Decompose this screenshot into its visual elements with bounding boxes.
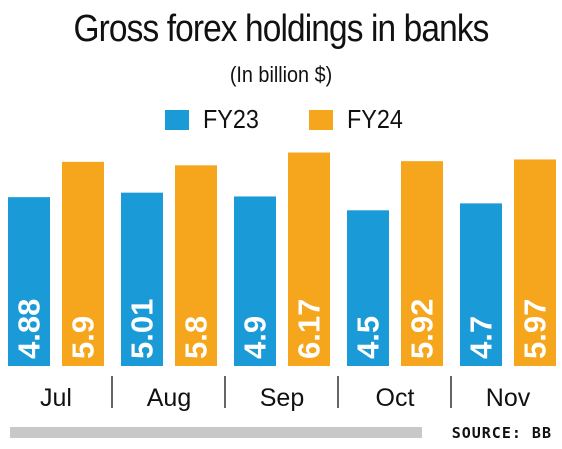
x-tick-label-nov: Nov (486, 384, 531, 412)
bar-value-label: 5.97 (518, 299, 553, 359)
bar-fy23-sep (234, 196, 276, 366)
bar-fy23-oct (347, 210, 389, 366)
bar-fy24-nov (514, 159, 556, 366)
bar-value-label: 4.7 (464, 316, 499, 359)
bar-fy23-jul (8, 197, 50, 366)
bar-value-label: 6.17 (292, 299, 327, 359)
legend-swatch-fy23 (165, 110, 189, 130)
bar-fy23-aug (121, 192, 163, 366)
bar-value-label: 5.92 (405, 299, 440, 359)
chart-subtitle: (In billion $) (229, 62, 333, 87)
bar-value-label: 4.88 (12, 299, 47, 359)
chart-title: Gross forex holdings in banks (73, 8, 489, 50)
bar-fy24-sep (288, 152, 330, 366)
bar-value-label: 5.9 (66, 316, 101, 359)
x-tick-label-oct: Oct (376, 384, 415, 412)
bar-value-label: 5.8 (179, 316, 214, 359)
bar-fy24-oct (401, 161, 443, 366)
legend-label-fy24: FY24 (347, 104, 403, 134)
footer-rule (10, 427, 422, 438)
bar-value-label: 5.01 (125, 299, 160, 359)
legend-swatch-fy24 (309, 110, 333, 130)
x-tick-label-sep: Sep (260, 384, 304, 412)
x-tick-label-aug: Aug (147, 384, 191, 412)
bar-fy24-jul (62, 161, 104, 366)
bar-fy23-nov (460, 203, 502, 366)
bar-fy24-aug (175, 165, 217, 366)
bar-value-label: 4.5 (351, 316, 386, 359)
x-tick-label-jul: Jul (40, 384, 72, 412)
chart-legend: FY23 FY24 (0, 104, 562, 138)
source-note: SOURCE: BB (451, 424, 552, 442)
bar-value-label: 4.9 (238, 316, 273, 359)
legend-label-fy23: FY23 (203, 104, 259, 134)
